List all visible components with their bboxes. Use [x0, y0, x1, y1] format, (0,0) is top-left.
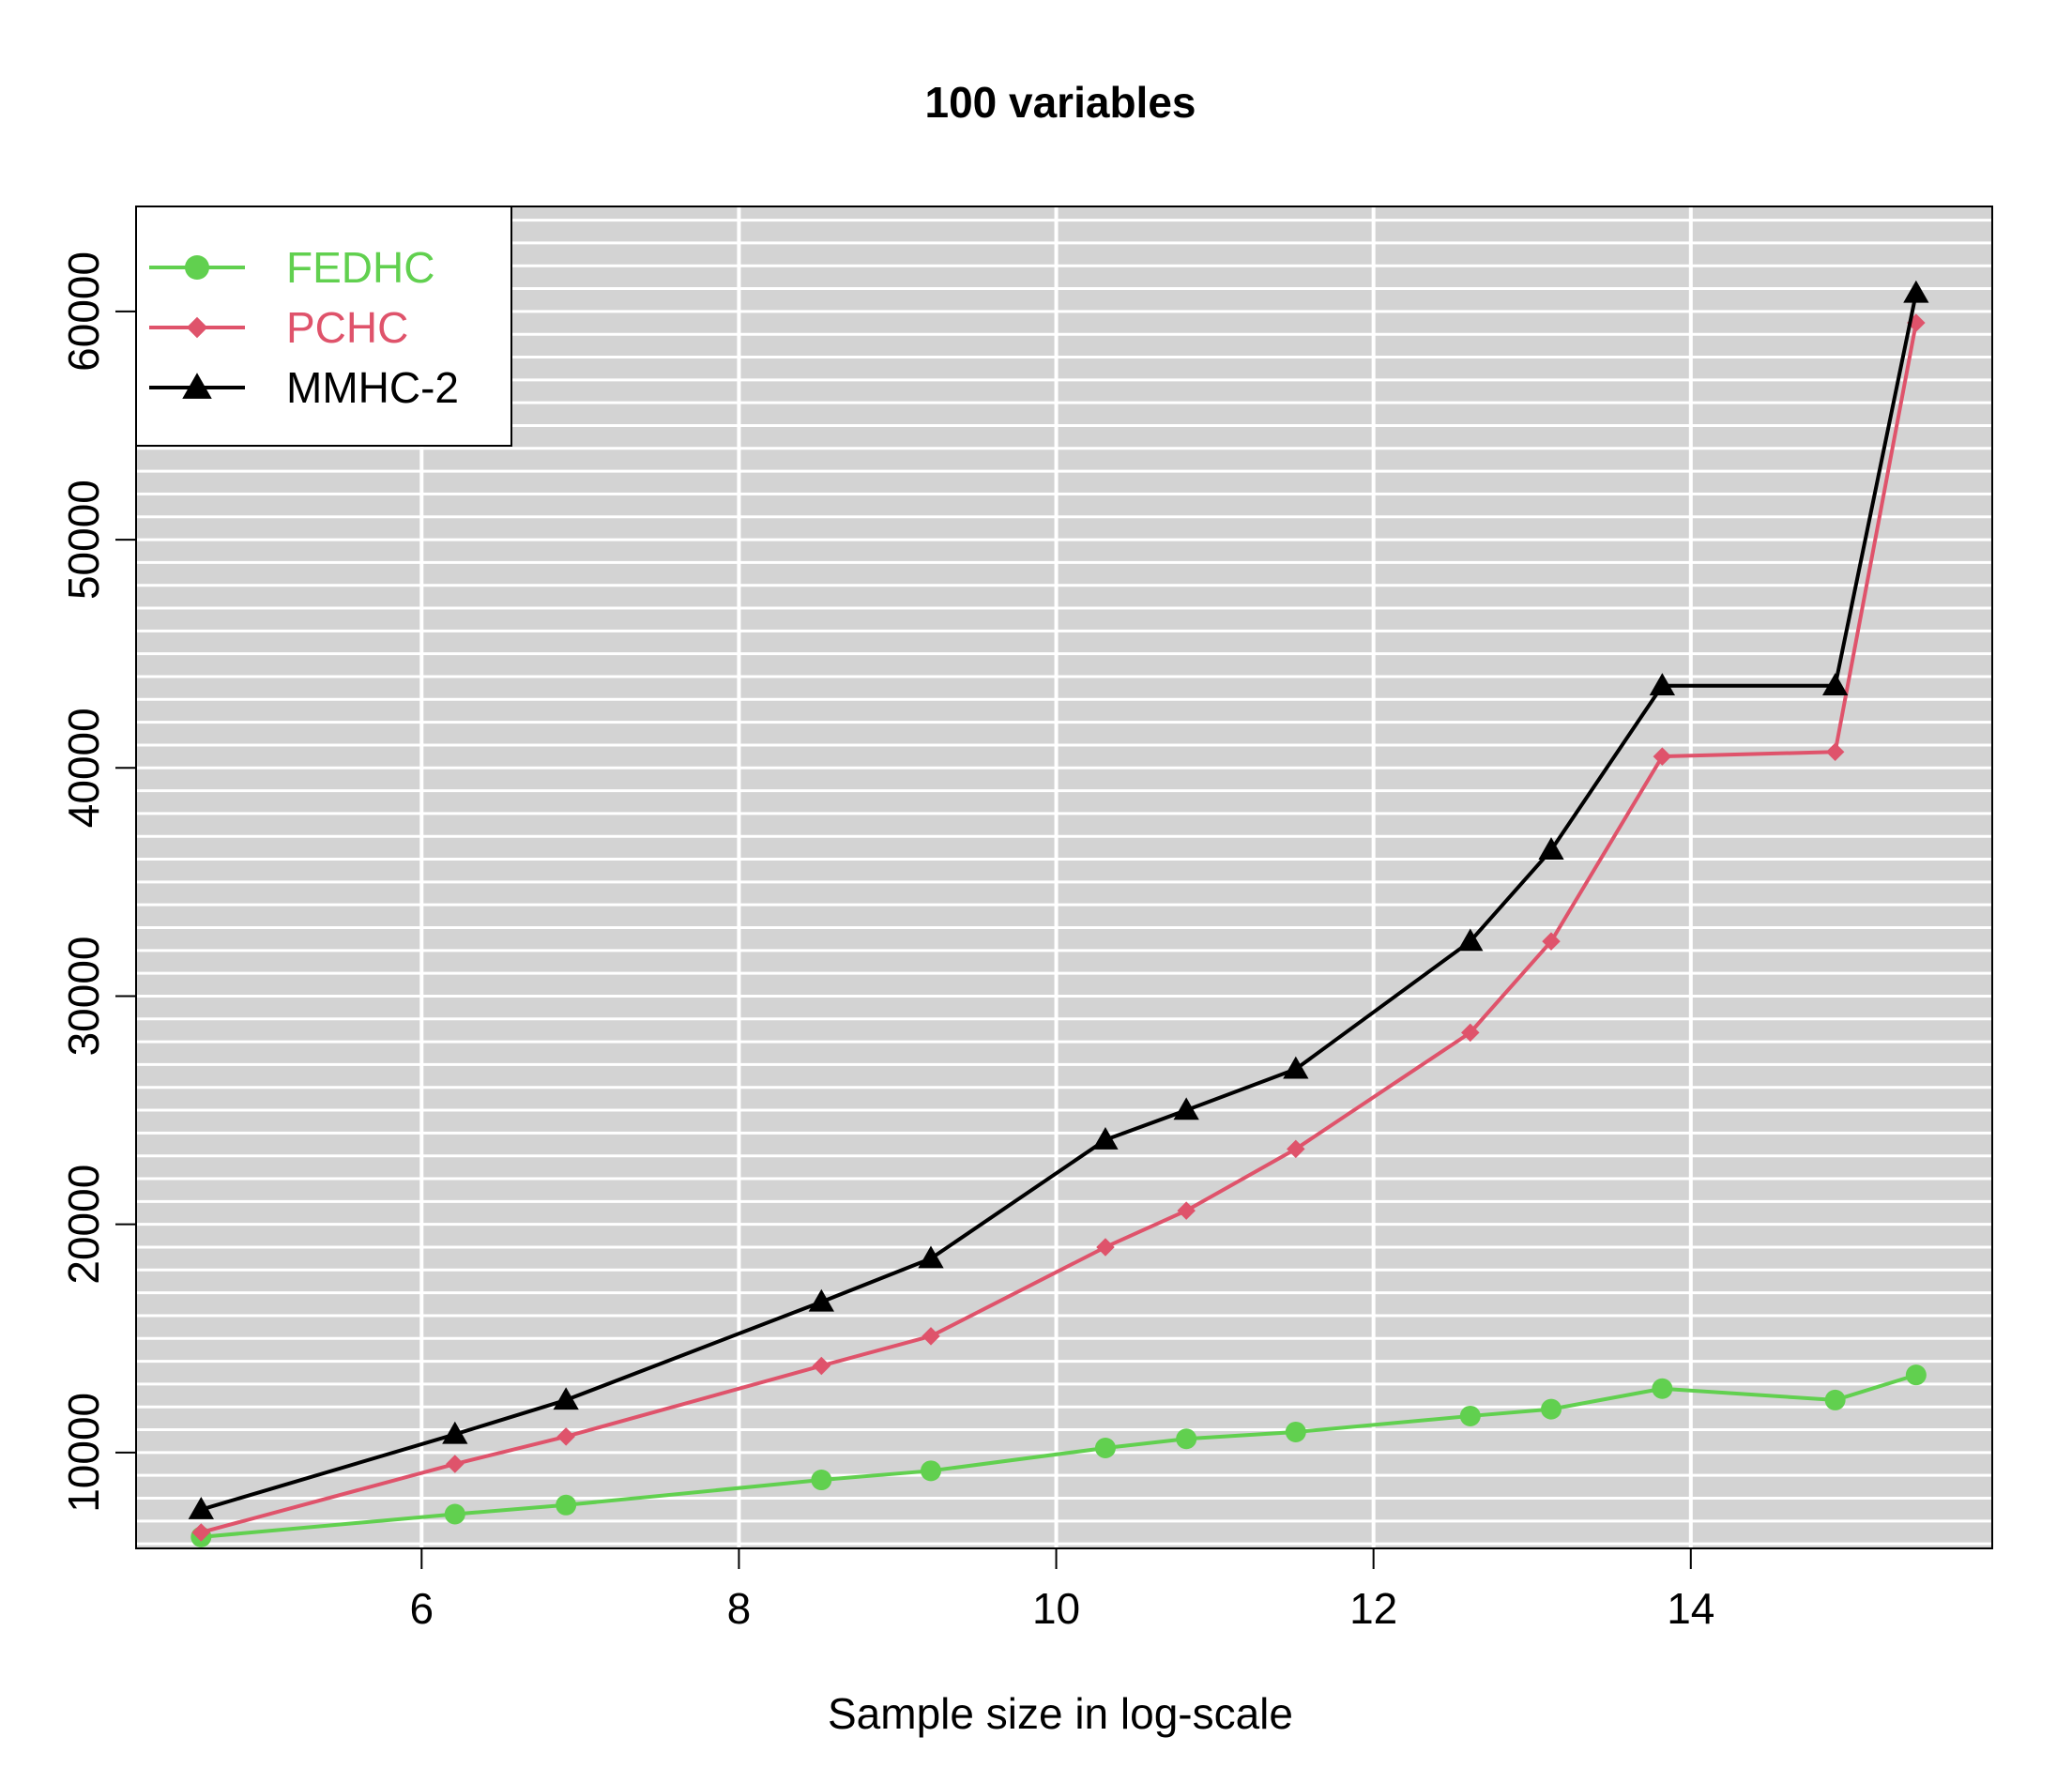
series-layer: [188, 280, 1929, 1547]
data-point: [1096, 1238, 1115, 1257]
data-point: [188, 1497, 214, 1519]
series-pchc: [191, 313, 1926, 1542]
data-point: [1283, 1056, 1309, 1079]
data-point: [1459, 1405, 1481, 1426]
plot-frame: [135, 206, 1993, 1549]
x-tick-label: 6: [410, 1584, 434, 1633]
data-point: [808, 1288, 834, 1312]
legend-label: FEDHC: [286, 243, 434, 292]
data-point: [182, 373, 212, 399]
data-point: [1285, 1421, 1306, 1442]
y-tick-label: 30000: [59, 937, 108, 1057]
data-point: [442, 1421, 468, 1444]
series-fedhc: [190, 1364, 1927, 1547]
data-point: [1287, 1139, 1305, 1159]
x-tick-label: 8: [727, 1584, 752, 1633]
data-point: [1903, 280, 1929, 303]
x-axis-label: Sample size in log-scale: [828, 1689, 1293, 1738]
y-tick-label: 60000: [59, 251, 108, 372]
data-point: [556, 1494, 577, 1516]
data-point: [1541, 1398, 1562, 1420]
data-point: [1538, 837, 1564, 861]
y-tick-label: 10000: [59, 1393, 108, 1513]
data-point: [553, 1387, 579, 1410]
data-point: [444, 1503, 465, 1525]
data-point: [1824, 1389, 1846, 1410]
data-point: [1176, 1428, 1197, 1450]
data-point: [811, 1470, 832, 1491]
data-point: [446, 1455, 465, 1473]
y-axis: 10000 20000 30000 40000 50000 60000: [59, 251, 136, 1513]
legend-label: PCHC: [286, 303, 408, 352]
x-tick-label: 14: [1667, 1584, 1714, 1633]
data-point: [922, 1327, 940, 1346]
data-point: [556, 1427, 575, 1446]
chart-title: 100 variables: [924, 78, 1196, 127]
legend-label: MMHC-2: [286, 363, 459, 412]
data-point: [918, 1245, 944, 1269]
data-point: [1649, 673, 1676, 695]
x-axis: 6 8 10 12 14: [410, 1548, 1714, 1633]
legend: FEDHC PCHC MMHC-2: [135, 206, 512, 447]
series-mmhc-2: [188, 280, 1929, 1519]
data-point: [1821, 673, 1849, 695]
data-point: [920, 1460, 941, 1482]
legend-item: PCHC: [149, 303, 408, 352]
data-point: [1177, 1201, 1196, 1220]
data-point: [1905, 1364, 1927, 1386]
data-point: [812, 1356, 831, 1376]
legend-item: MMHC-2: [149, 363, 459, 412]
data-point: [185, 255, 209, 280]
legend-item: FEDHC: [149, 243, 434, 292]
data-point: [1653, 747, 1672, 766]
data-point: [186, 316, 208, 339]
y-tick-label: 20000: [59, 1165, 108, 1285]
data-point: [1092, 1127, 1119, 1150]
data-point: [1173, 1097, 1199, 1120]
data-point: [1461, 1023, 1480, 1043]
data-point: [1457, 928, 1484, 952]
data-point: [191, 1523, 211, 1542]
data-point: [1094, 1437, 1116, 1458]
x-tick-label: 10: [1032, 1584, 1080, 1633]
y-tick-label: 40000: [59, 708, 108, 828]
data-point: [1542, 932, 1561, 951]
data-point: [1825, 742, 1845, 761]
x-tick-label: 12: [1349, 1584, 1397, 1633]
data-point: [1652, 1378, 1673, 1399]
y-tick-label: 50000: [59, 480, 108, 600]
